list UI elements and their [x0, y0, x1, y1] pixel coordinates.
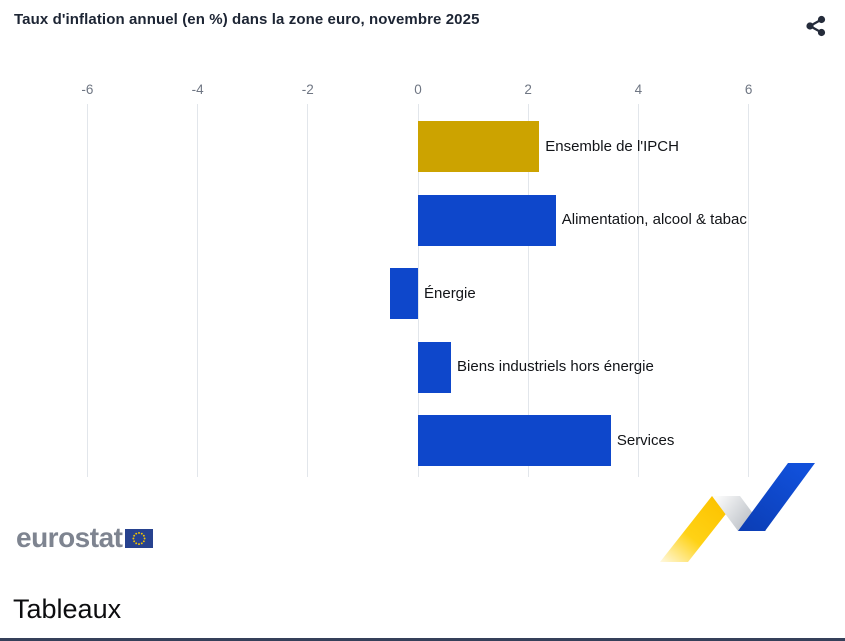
- gridline-x--6: [86, 104, 88, 477]
- eu-flag-icon: [125, 528, 154, 548]
- chart-bar-4[interactable]: [418, 341, 452, 393]
- gridline-x--4: [197, 104, 199, 477]
- chart-bar-3[interactable]: [390, 268, 418, 319]
- x-axis-tick-label: 0: [414, 82, 422, 97]
- chart-bar-1[interactable]: [418, 121, 540, 172]
- x-axis-tick-label: -2: [301, 82, 314, 97]
- chart-bar-2[interactable]: [418, 194, 556, 246]
- gridline-x-6: [748, 104, 750, 477]
- bar-label: Services: [616, 431, 675, 449]
- eurostat-wordmark: eurostat: [16, 522, 123, 553]
- eurostat-logo[interactable]: eurostat: [16, 522, 154, 553]
- bottom-divider: [0, 638, 845, 641]
- x-axis-tick-label: 2: [524, 82, 532, 97]
- gridline-x--2: [307, 104, 309, 477]
- share-icon: [806, 15, 826, 37]
- eurostat-ribbon-graphic: [660, 463, 815, 562]
- gridline-x-4: [637, 104, 639, 477]
- bar-label: Biens industriels hors énergie: [457, 358, 654, 375]
- x-axis-tick-label: -4: [191, 82, 204, 97]
- chart-title: Taux d'inflation annuel (en %) dans la z…: [14, 11, 480, 28]
- share-button[interactable]: [804, 14, 828, 38]
- x-axis-tick-label: 4: [634, 82, 643, 97]
- x-axis-tick-label: -6: [81, 82, 94, 97]
- chart-bar-5[interactable]: [418, 415, 611, 466]
- bar-label: Alimentation, alcool & tabac: [561, 211, 747, 228]
- gridline-x-0: [417, 104, 419, 477]
- bar-label: Ensemble de l'IPCH: [545, 137, 679, 155]
- gridline-x-2: [527, 104, 529, 477]
- bar-label: Énergie: [424, 284, 476, 302]
- x-axis-tick-label: 6: [744, 82, 753, 97]
- section-heading-tableaux: Tableaux: [13, 594, 122, 624]
